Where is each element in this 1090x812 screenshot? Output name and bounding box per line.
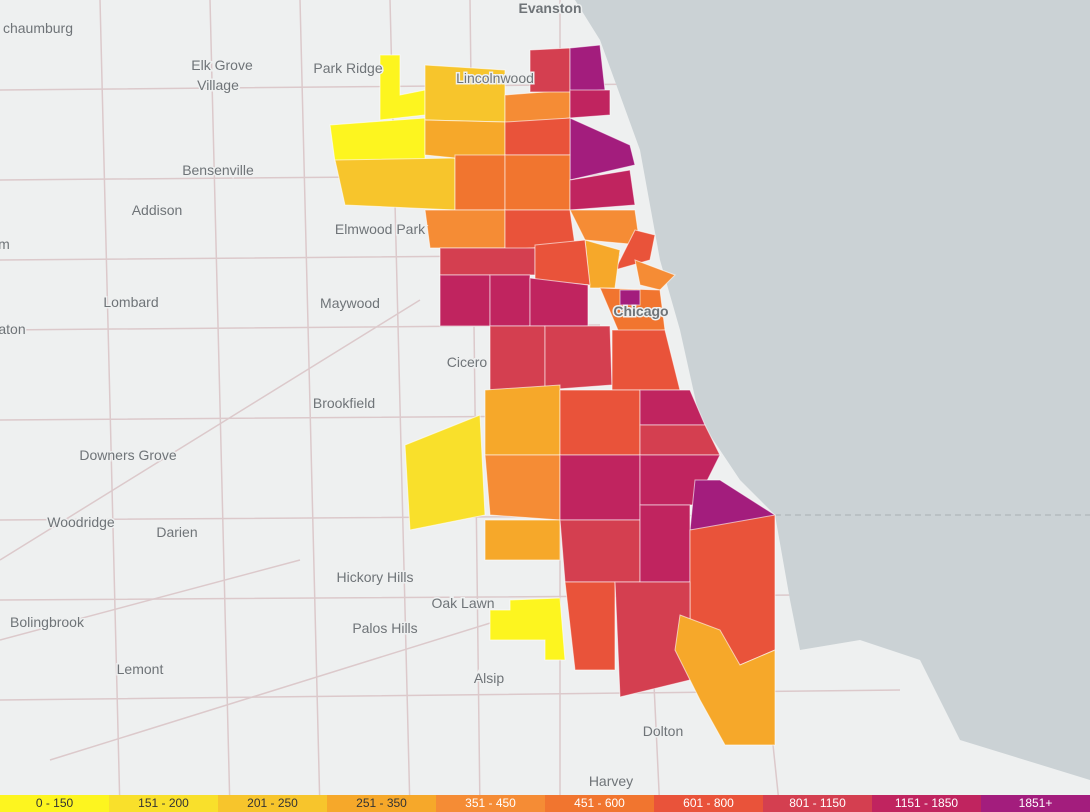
community-area bbox=[504, 154, 571, 211]
legend-label: 1851+ bbox=[1019, 796, 1053, 810]
legend-swatch bbox=[327, 795, 436, 812]
community-area bbox=[439, 274, 491, 327]
legend-swatch bbox=[545, 795, 654, 812]
community-area bbox=[544, 325, 613, 391]
legend-swatch bbox=[218, 795, 327, 812]
community-area bbox=[504, 117, 571, 156]
legend-swatch bbox=[763, 795, 872, 812]
legend-swatch bbox=[109, 795, 218, 812]
place-label: Lemont bbox=[117, 661, 164, 677]
place-label: Lombard bbox=[103, 294, 158, 310]
legend-swatch bbox=[981, 795, 1090, 812]
place-label: Palos Hills bbox=[352, 620, 417, 636]
community-area bbox=[559, 389, 641, 456]
lake bbox=[575, 0, 1090, 780]
legend-swatch bbox=[436, 795, 545, 812]
community-area bbox=[484, 454, 561, 521]
community-area bbox=[559, 519, 641, 583]
place-label: m bbox=[0, 236, 10, 252]
community-area bbox=[529, 277, 589, 327]
community-area bbox=[424, 119, 506, 159]
place-label: Addison bbox=[132, 202, 183, 218]
community-area bbox=[404, 414, 486, 531]
community-area bbox=[454, 154, 506, 211]
road bbox=[0, 299, 501, 761]
legend-label: 451 - 600 bbox=[574, 796, 625, 810]
community-area bbox=[489, 325, 546, 391]
place-labels: Evanston chaumburg Elk Grove Village Park Ri… bbox=[0, 0, 685, 791]
legend-swatch bbox=[0, 795, 109, 812]
legend-label: 1151 - 1850 bbox=[895, 796, 958, 810]
place-label: Maywood bbox=[320, 295, 380, 311]
community-area bbox=[534, 239, 591, 286]
community-area bbox=[484, 384, 561, 456]
community-area bbox=[484, 519, 561, 561]
place-label: Bolingbrook bbox=[10, 614, 85, 630]
place-label: Harvey bbox=[589, 773, 633, 789]
community-area bbox=[424, 209, 506, 249]
place-label: Brookfield bbox=[313, 395, 375, 411]
community-area bbox=[569, 44, 606, 93]
place-label: Chicago bbox=[613, 303, 668, 319]
community-area bbox=[529, 47, 571, 93]
community-area bbox=[334, 157, 456, 211]
community-area bbox=[674, 614, 776, 746]
community-area bbox=[564, 581, 616, 671]
legend-label: 0 - 150 bbox=[36, 796, 74, 810]
community-area bbox=[619, 289, 641, 306]
legend-swatch bbox=[872, 795, 981, 812]
place-label: Downers Grove bbox=[79, 447, 176, 463]
community-areas bbox=[329, 44, 777, 746]
place-label: Woodridge bbox=[47, 514, 115, 530]
place-label: Park Ridge bbox=[313, 60, 382, 76]
community-area bbox=[569, 169, 636, 211]
place-label: Bensenville bbox=[182, 162, 254, 178]
place-label: aton bbox=[0, 321, 26, 337]
legend-label: 801 - 1150 bbox=[789, 796, 846, 810]
place-label: Lincolnwood bbox=[456, 70, 534, 86]
legend-label: 251 - 350 bbox=[356, 796, 407, 810]
place-label: Darien bbox=[156, 524, 197, 540]
legend-label: 151 - 200 bbox=[138, 796, 189, 810]
community-area bbox=[639, 504, 691, 583]
place-label: chaumburg bbox=[3, 20, 73, 36]
community-area bbox=[489, 274, 531, 327]
legend-label: 601 - 800 bbox=[683, 796, 734, 810]
place-label: Hickory Hills bbox=[337, 569, 414, 585]
place-label: Dolton bbox=[643, 723, 683, 739]
legend-swatch bbox=[654, 795, 763, 812]
place-label: Alsip bbox=[474, 670, 505, 686]
community-area bbox=[614, 229, 656, 271]
place-label: Oak Lawn bbox=[431, 595, 494, 611]
community-area bbox=[439, 247, 536, 276]
community-area bbox=[569, 89, 611, 119]
community-area bbox=[489, 597, 566, 661]
legend-label: 201 - 250 bbox=[247, 796, 298, 810]
community-area bbox=[329, 117, 426, 163]
place-label: Elmwood Park bbox=[335, 221, 426, 237]
place-label: Cicero bbox=[447, 354, 488, 370]
community-area bbox=[559, 454, 641, 521]
place-label: Evanston bbox=[518, 0, 581, 16]
place-label: Village bbox=[197, 77, 239, 93]
place-label: Elk Grove bbox=[191, 57, 253, 73]
legend: 0 - 150 151 - 200 201 - 250 251 - 350 351 - … bbox=[0, 795, 1090, 812]
legend-label: 351 - 450 bbox=[465, 796, 516, 810]
